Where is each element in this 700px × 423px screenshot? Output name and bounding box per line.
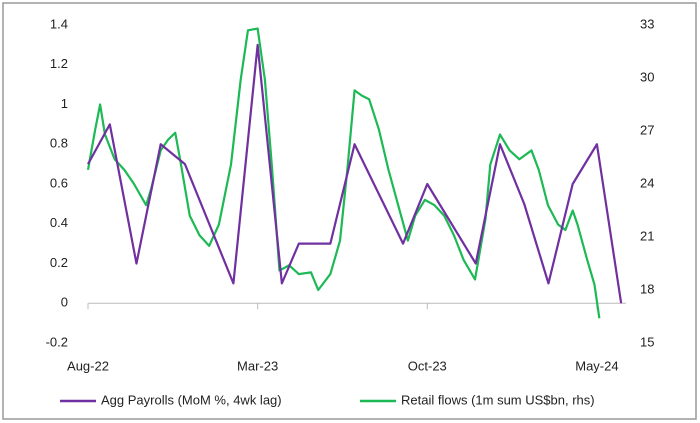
- y-tick-label: 0.4: [50, 215, 68, 230]
- y-tick-label: 1.2: [50, 56, 68, 71]
- y2-tick-label: 18: [640, 281, 654, 296]
- y-tick-label: 1.4: [50, 16, 68, 31]
- y2-tick-label: 33: [640, 16, 654, 31]
- y-tick-label: 0.6: [50, 175, 68, 190]
- y-tick-label: 0: [61, 295, 68, 310]
- y-tick-label: 0.2: [50, 255, 68, 270]
- y-tick-label: 0.8: [50, 136, 68, 151]
- legend-label: Retail flows (1m sum US$bn, rhs): [401, 392, 595, 407]
- y-tick-label: 1: [61, 96, 68, 111]
- series-line: [86, 27, 601, 319]
- y-tick-label: -0.2: [46, 334, 68, 349]
- y2-tick-label: 27: [640, 122, 654, 137]
- x-tick-label: May-24: [575, 358, 618, 373]
- x-tick-label: Aug-22: [67, 358, 109, 373]
- y2-tick-label: 30: [640, 69, 654, 84]
- legend-label: Agg Payrolls (MoM %, 4wk lag): [101, 392, 282, 407]
- y2-tick-label: 15: [640, 334, 654, 349]
- x-tick-label: Mar-23: [237, 358, 278, 373]
- y2-tick-label: 21: [640, 228, 654, 243]
- series-line: [87, 43, 623, 304]
- y2-tick-label: 24: [640, 175, 654, 190]
- x-tick-label: Oct-23: [408, 358, 447, 373]
